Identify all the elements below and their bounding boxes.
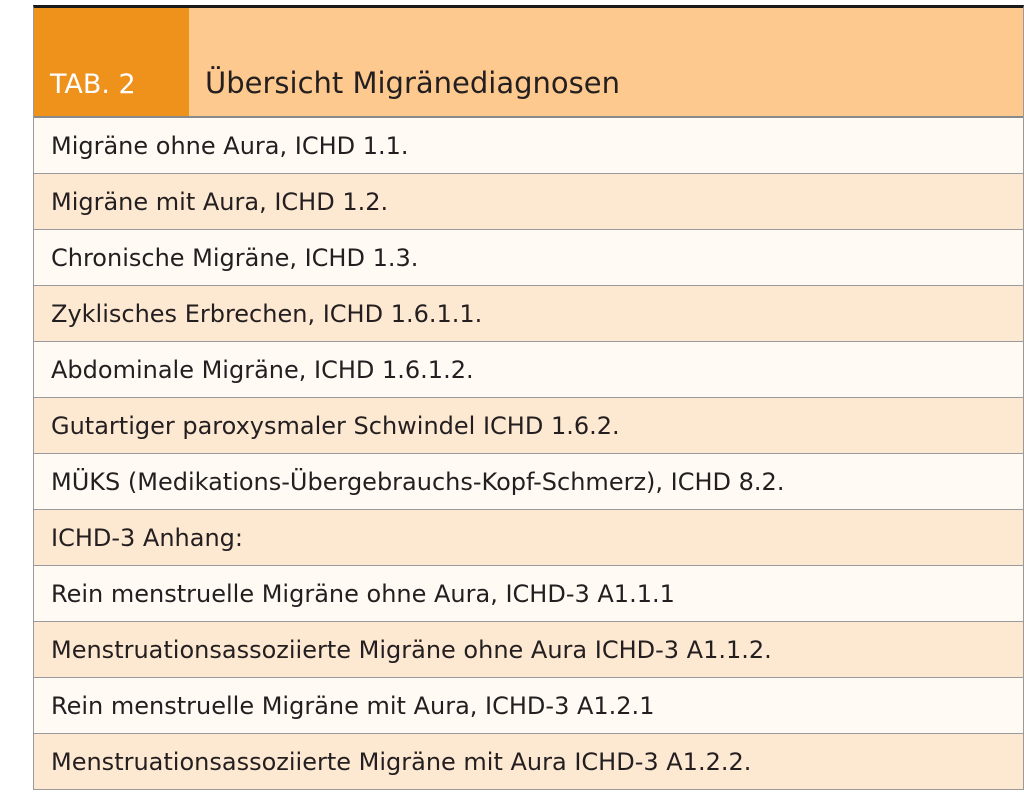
- table-row: Migräne mit Aura, ICHD 1.2.: [34, 174, 1023, 230]
- table-row: Zyklisches Erbrechen, ICHD 1.6.1.1.: [34, 286, 1023, 342]
- table-body: Migräne ohne Aura, ICHD 1.1. Migräne mit …: [34, 118, 1023, 790]
- table-row: Abdominale Migräne, ICHD 1.6.1.2.: [34, 342, 1023, 398]
- table-row: Migräne ohne Aura, ICHD 1.1.: [34, 118, 1023, 174]
- table-row: Menstruationsassoziierte Migräne ohne Au…: [34, 622, 1023, 678]
- table-row: Rein menstruelle Migräne ohne Aura, ICHD…: [34, 566, 1023, 622]
- table-row: MÜKS (Medikations-Übergebrauchs-Kopf-Sch…: [34, 454, 1023, 510]
- table-label: TAB. 2: [34, 8, 189, 116]
- table-row: Gutartiger paroxysmaler Schwindel ICHD 1…: [34, 398, 1023, 454]
- table-header: TAB. 2 Übersicht Migränediagnosen: [34, 8, 1023, 118]
- table-row: Menstruationsassoziierte Migräne mit Aur…: [34, 734, 1023, 790]
- table-row: Rein menstruelle Migräne mit Aura, ICHD-…: [34, 678, 1023, 734]
- table: TAB. 2 Übersicht Migränediagnosen Migrän…: [33, 5, 1024, 790]
- table-row: Chronische Migräne, ICHD 1.3.: [34, 230, 1023, 286]
- table-row: ICHD-3 Anhang:: [34, 510, 1023, 566]
- table-title: Übersicht Migränediagnosen: [189, 8, 1023, 116]
